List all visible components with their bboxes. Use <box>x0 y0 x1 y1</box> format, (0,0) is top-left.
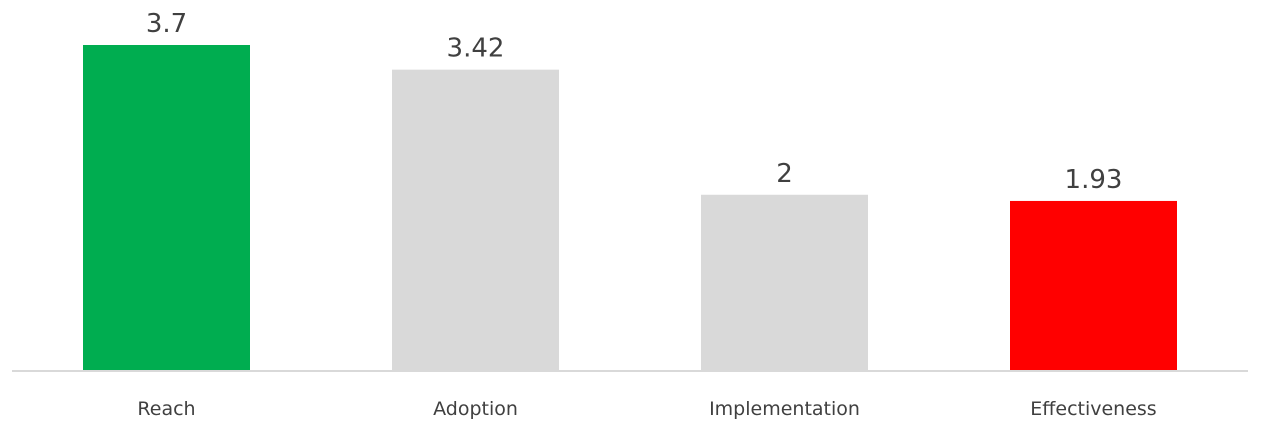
bar-adoption <box>392 69 559 371</box>
value-label-effectiveness: 1.93 <box>1065 165 1123 195</box>
value-label-implementation: 2 <box>776 159 793 189</box>
value-label-adoption: 3.42 <box>447 34 505 64</box>
bar-implementation <box>701 194 868 371</box>
value-label-reach: 3.7 <box>146 9 187 39</box>
category-labels-group: Reach Adoption Implementation Effectiveness <box>137 398 1156 420</box>
category-label-implementation: Implementation <box>709 398 860 420</box>
category-label-reach: Reach <box>137 398 195 420</box>
category-label-adoption: Adoption <box>433 398 518 420</box>
bar-reach <box>83 45 250 371</box>
bar-effectiveness <box>1010 200 1177 371</box>
value-labels-group: 3.7 3.42 2 1.93 <box>146 9 1123 195</box>
bars-group <box>83 45 1177 371</box>
category-label-effectiveness: Effectiveness <box>1030 398 1156 420</box>
